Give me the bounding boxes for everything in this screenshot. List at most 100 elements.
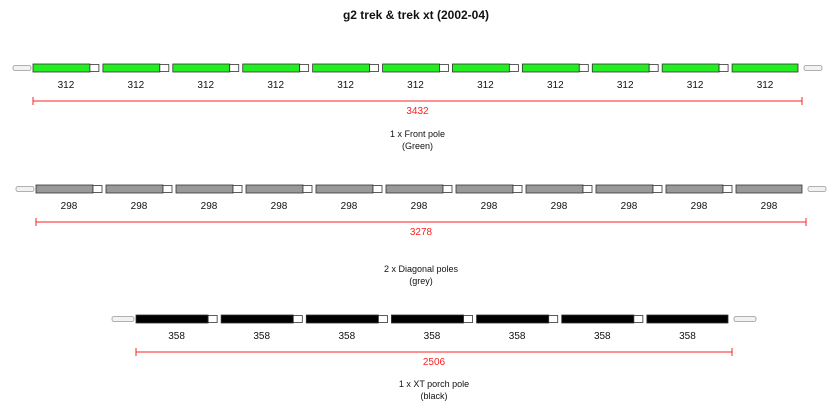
segment-length-label: 312 xyxy=(617,80,634,91)
pole-segment: 298 xyxy=(455,184,523,212)
segment-length-label: 298 xyxy=(61,201,78,212)
segment-body xyxy=(315,184,374,194)
pole-caption-color: (grey) xyxy=(409,276,433,286)
pole-end-tip-left xyxy=(15,186,35,192)
pole-segment: 312 xyxy=(731,63,799,91)
segment-body xyxy=(32,63,91,73)
segment-length-label: 358 xyxy=(679,331,696,342)
segment-length-label: 312 xyxy=(58,80,75,91)
segment-length-label: 358 xyxy=(253,331,270,342)
segment-ferrule xyxy=(633,315,644,323)
segment-length-label: 312 xyxy=(267,80,284,91)
segment-body xyxy=(135,314,209,324)
segment-length-label: 358 xyxy=(424,331,441,342)
segment-length-label: 358 xyxy=(339,331,356,342)
segment-ferrule xyxy=(548,315,559,323)
segment-ferrule xyxy=(722,185,733,193)
segment-ferrule xyxy=(159,64,170,72)
porch-pole: 358 358 358 358 358 358 358 2506 1 x XT porch po… xyxy=(111,314,757,401)
segment-ferrule xyxy=(372,185,383,193)
pole-segment: 358 xyxy=(220,314,303,342)
segment-body xyxy=(731,63,799,73)
segment-body xyxy=(665,184,724,194)
pole-segment: 312 xyxy=(382,63,449,91)
segment-length-label: 298 xyxy=(271,201,288,212)
total-length-label: 3278 xyxy=(410,227,433,238)
segment-length-label: 298 xyxy=(201,201,218,212)
segment-length-label: 298 xyxy=(131,201,148,212)
segment-ferrule xyxy=(162,185,173,193)
segment-length-label: 312 xyxy=(757,80,774,91)
pole-segment: 298 xyxy=(35,184,103,212)
segment-length-label: 358 xyxy=(509,331,526,342)
segment-body xyxy=(455,184,514,194)
segment-ferrule xyxy=(207,315,218,323)
segment-length-label: 298 xyxy=(761,201,778,212)
segment-length-label: 358 xyxy=(168,331,185,342)
segment-body xyxy=(105,184,164,194)
segment-body xyxy=(735,184,803,194)
pole-segment: 298 xyxy=(105,184,173,212)
pole-caption-color: (Green) xyxy=(402,141,433,151)
pole-segment: 298 xyxy=(385,184,453,212)
diagonal-pole: 298 298 298 298 298 298 298 298 298 298 298 3278 2 x… xyxy=(15,184,827,286)
segment-ferrule xyxy=(652,185,663,193)
segment-ferrule xyxy=(229,64,240,72)
pole-segment: 312 xyxy=(102,63,170,91)
pole-segment: 358 xyxy=(476,314,559,342)
segment-length-label: 312 xyxy=(687,80,704,91)
segment-body xyxy=(391,314,464,324)
segment-ferrule xyxy=(512,185,523,193)
pole-segment: 312 xyxy=(172,63,240,91)
segment-ferrule xyxy=(508,64,519,72)
segment-ferrule xyxy=(232,185,243,193)
pole-end-tip-right xyxy=(733,316,757,322)
segment-body xyxy=(591,63,650,73)
segment-length-label: 298 xyxy=(341,201,358,212)
pole-segment: 358 xyxy=(135,314,218,342)
pole-segment: 298 xyxy=(735,184,803,212)
pole-segment: 312 xyxy=(32,63,100,91)
segment-body xyxy=(175,184,234,194)
segment-body xyxy=(305,314,379,324)
pole-end-tip-left xyxy=(12,65,32,71)
pole-segment: 358 xyxy=(305,314,388,342)
segment-ferrule xyxy=(92,185,103,193)
diagram-title: g2 trek & trek xt (2002-04) xyxy=(343,8,489,22)
pole-segment: 298 xyxy=(595,184,663,212)
segment-body xyxy=(595,184,654,194)
segment-length-label: 298 xyxy=(481,201,498,212)
pole-segment: 312 xyxy=(661,63,729,91)
segment-body xyxy=(476,314,550,324)
segment-length-label: 298 xyxy=(551,201,568,212)
segment-body xyxy=(172,63,231,73)
segment-length-label: 312 xyxy=(337,80,354,91)
segment-ferrule xyxy=(439,64,449,72)
pole-caption-color: (black) xyxy=(420,391,447,401)
pole-caption: 2 x Diagonal poles xyxy=(384,264,459,274)
pole-segment: 312 xyxy=(521,63,589,91)
segment-ferrule xyxy=(578,64,589,72)
segment-body xyxy=(312,63,370,73)
segment-length-label: 298 xyxy=(411,201,428,212)
segment-body xyxy=(661,63,720,73)
segment-ferrule xyxy=(582,185,593,193)
segment-ferrule xyxy=(369,64,379,72)
segment-length-label: 298 xyxy=(691,201,708,212)
segment-body xyxy=(452,63,510,73)
segment-ferrule xyxy=(302,185,313,193)
segment-ferrule xyxy=(292,315,303,323)
total-length-label: 3432 xyxy=(406,106,429,117)
segment-body xyxy=(220,314,294,324)
pole-segment: 298 xyxy=(665,184,733,212)
segment-ferrule xyxy=(718,64,729,72)
segment-body xyxy=(521,63,580,73)
segment-ferrule xyxy=(89,64,100,72)
pole-segment: 298 xyxy=(175,184,243,212)
segment-length-label: 312 xyxy=(477,80,494,91)
segment-body xyxy=(245,184,304,194)
segment-length-label: 312 xyxy=(547,80,564,91)
pole-segment: 312 xyxy=(591,63,659,91)
segment-ferrule xyxy=(378,315,388,323)
